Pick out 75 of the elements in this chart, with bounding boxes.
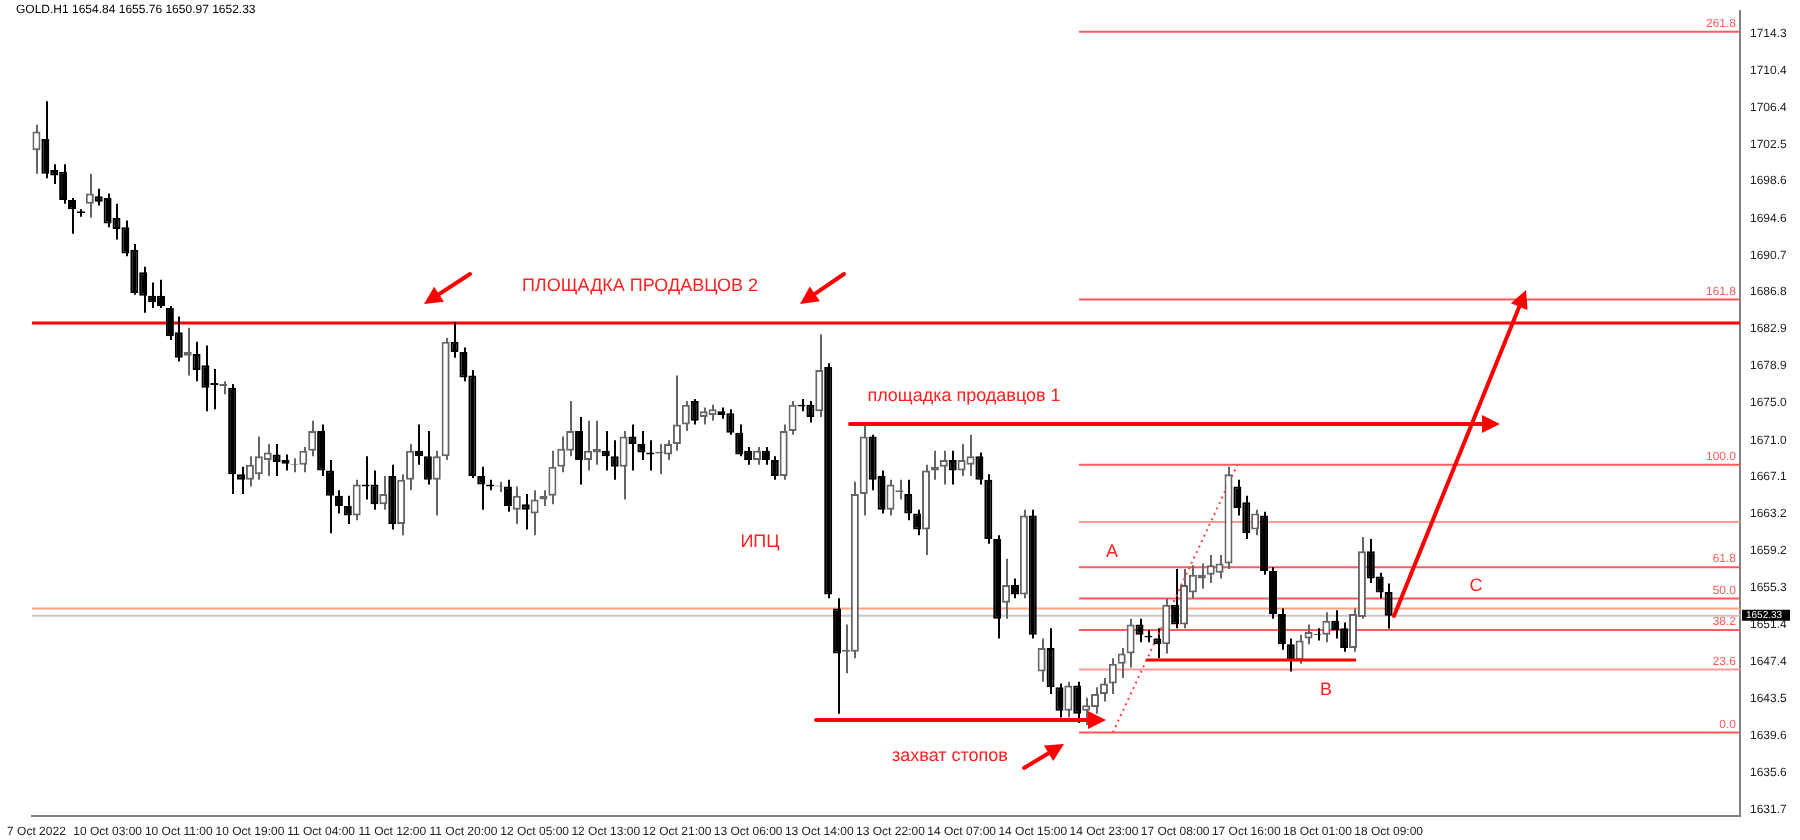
candlestick	[503, 478, 512, 513]
candlestick	[254, 435, 263, 481]
candlestick	[548, 449, 557, 506]
candlestick	[521, 492, 530, 531]
candlestick	[41, 100, 50, 180]
candlestick	[85, 172, 94, 219]
candlestick	[272, 443, 281, 478]
candlestick	[423, 429, 432, 486]
candlestick	[1206, 553, 1215, 585]
candlestick	[957, 443, 966, 478]
annotation: C	[1469, 574, 1484, 595]
candlestick	[59, 163, 68, 205]
candlestick	[583, 419, 592, 472]
candlestick	[237, 465, 246, 495]
candlestick	[32, 123, 41, 175]
candlestick	[1064, 680, 1073, 719]
candlestick	[770, 455, 779, 481]
candlestick	[477, 465, 486, 511]
candlestick	[450, 321, 459, 359]
candlestick	[1082, 696, 1091, 726]
candlestick	[1295, 633, 1304, 665]
candlestick	[939, 449, 948, 486]
candlestick	[726, 408, 735, 436]
annotation: ИПЦ	[740, 530, 781, 551]
candlestick	[948, 449, 957, 486]
candlestick	[1366, 537, 1375, 585]
candlestick	[343, 494, 352, 525]
candlestick	[672, 374, 681, 452]
candlestick	[637, 429, 646, 462]
candlestick	[886, 478, 895, 517]
candlestick	[245, 455, 254, 488]
annotation: ПЛОЩАДКА ПРОДАВЦОВ 2	[521, 274, 759, 295]
candlestick	[201, 344, 210, 413]
annotation: захват стопов	[892, 744, 1009, 765]
candlestick	[432, 449, 441, 517]
candlestick	[379, 475, 388, 511]
annotation: A	[1105, 540, 1119, 561]
candlestick	[913, 508, 922, 537]
candlestick	[815, 333, 824, 418]
annotation: площадка продавцов 1	[867, 384, 1061, 405]
candlestick	[735, 423, 744, 458]
candlestick	[833, 597, 842, 715]
annotation: B	[1319, 678, 1333, 699]
candlestick	[557, 435, 566, 474]
candlestick	[1073, 680, 1082, 725]
candlestick	[1037, 637, 1046, 683]
candlestick	[156, 278, 165, 309]
candlestick	[966, 433, 975, 478]
candlestick	[1171, 568, 1180, 630]
candlestick	[210, 367, 219, 411]
candlestick	[681, 399, 690, 432]
candlestick	[1180, 568, 1189, 630]
candlestick	[904, 478, 913, 522]
candlestick	[530, 489, 539, 537]
candlestick	[806, 399, 815, 424]
candlestick	[103, 192, 112, 229]
candlestick	[619, 429, 628, 501]
candlestick	[192, 340, 201, 383]
candlestick	[690, 398, 699, 426]
candlestick	[388, 463, 397, 531]
candlestick	[1055, 682, 1064, 719]
candlestick	[1277, 607, 1286, 651]
candlestick	[1010, 577, 1019, 600]
candlestick	[1322, 611, 1331, 644]
candlestick	[1108, 657, 1117, 695]
candlestick	[1331, 609, 1340, 640]
candlestick	[1046, 627, 1055, 695]
candlestick	[1251, 508, 1260, 537]
candlestick	[575, 415, 584, 486]
candlestick	[512, 485, 521, 525]
candlestick	[1135, 617, 1144, 644]
candlestick	[1002, 557, 1011, 620]
candlestick	[352, 478, 361, 522]
candlestick	[610, 439, 619, 481]
candlestick	[1162, 597, 1171, 655]
